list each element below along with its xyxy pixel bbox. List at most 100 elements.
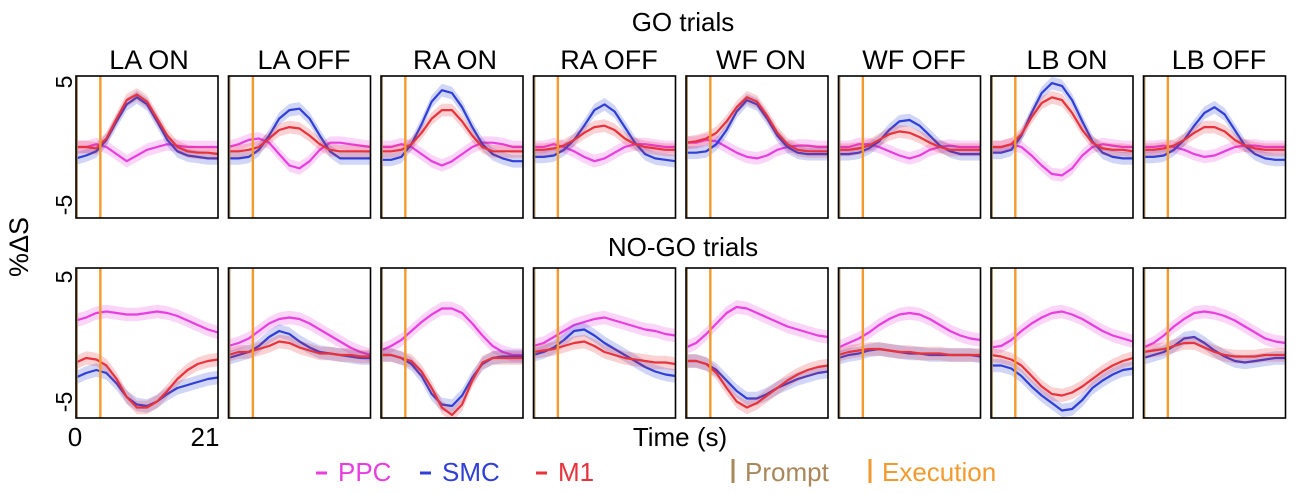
panel-nogo-5 — [837, 267, 982, 419]
legend: PPC SMC M1 Prompt Execution — [316, 457, 996, 487]
panel-go-7 — [1142, 75, 1287, 219]
panel-title: LA OFF — [257, 45, 350, 75]
panel-plot-area — [533, 310, 676, 383]
panel-plot-area — [228, 310, 371, 365]
panel-frame — [1142, 75, 1287, 219]
series-band-smc — [228, 102, 371, 165]
series-band-ppc — [838, 306, 981, 355]
y-axis-label: %ΔS — [4, 217, 34, 277]
series-band-ppc — [686, 133, 828, 165]
series-band-m1 — [991, 90, 1133, 158]
panel-go-5 — [837, 75, 982, 219]
panel-frame — [685, 267, 829, 419]
panel-title: RA ON — [413, 45, 497, 75]
series-band-m1 — [228, 334, 371, 364]
panel-frame — [990, 75, 1134, 219]
series-band-smc — [686, 354, 828, 406]
panel-plot-area — [381, 83, 523, 172]
panel-nogo-3 — [532, 267, 677, 419]
panel-title: RA OFF — [560, 45, 658, 75]
panel-frame — [837, 267, 982, 419]
series-band-smc — [76, 363, 218, 413]
legend-label-smc: SMC — [442, 457, 500, 487]
legend-label-prompt: Prompt — [745, 457, 830, 487]
legend-label-execution: Execution — [882, 457, 996, 487]
panel-frame — [990, 267, 1134, 419]
panel-frame — [685, 75, 829, 219]
panel-plot-area — [76, 304, 218, 415]
x-tick-label: 0 — [68, 422, 82, 452]
panel-title: LB ON — [1026, 45, 1107, 75]
panel-title: WF OFF — [862, 45, 965, 75]
series-band-ppc — [991, 137, 1133, 182]
legend-label-ppc: PPC — [338, 457, 391, 487]
series-band-ppc — [76, 304, 218, 340]
series-band-smc — [381, 83, 523, 168]
series-band-smc — [991, 358, 1133, 418]
panel-go-2 — [380, 75, 524, 219]
series-band-smc — [533, 98, 676, 168]
panel-plot-area — [1143, 100, 1286, 167]
panel-plot-area — [1143, 304, 1286, 370]
panel-frame — [1142, 267, 1287, 419]
panel-title: WF ON — [716, 45, 806, 75]
panel-nogo-2 — [380, 267, 524, 419]
panel-go-3 — [532, 75, 677, 219]
series-band-m1 — [686, 354, 828, 415]
panel-go-0 — [75, 75, 219, 219]
panel-frame — [837, 75, 982, 219]
panel-plot-area — [686, 300, 828, 415]
series-band-m1 — [381, 103, 523, 158]
panel-go-4 — [685, 75, 829, 219]
panel-plot-area — [686, 90, 828, 165]
panel-frame — [75, 75, 219, 219]
series-band-smc — [991, 76, 1133, 165]
series-band-m1 — [686, 90, 828, 158]
y-tick-label: -5 — [51, 392, 77, 412]
panel-plot-area — [228, 102, 371, 175]
panel-frame — [380, 267, 524, 419]
series-band-ppc — [686, 300, 828, 355]
series-band-smc — [686, 93, 828, 161]
y-tick-label: 5 — [51, 271, 77, 284]
panel-plot-area — [838, 306, 981, 365]
panel-nogo-1 — [227, 267, 372, 419]
panel-nogo-4 — [685, 267, 829, 419]
panel-title: LB OFF — [1172, 45, 1267, 75]
panel-go-1 — [227, 75, 372, 219]
series-band-m1 — [76, 351, 218, 415]
series-band-smc — [533, 322, 676, 383]
series-band-m1 — [991, 348, 1133, 403]
panel-plot-area — [533, 98, 676, 168]
panel-nogo-0 — [75, 267, 219, 419]
panel-plot-area — [76, 88, 218, 168]
series-band-ppc — [381, 301, 523, 362]
series-band-m1 — [533, 119, 676, 157]
panel-titles: LA ON LA OFF RA ON RA OFF WF ON WF OFF L… — [109, 45, 1266, 75]
series-band-ppc — [228, 310, 371, 362]
series-band-smc — [381, 348, 523, 413]
panel-go-6 — [990, 75, 1134, 219]
series-band-ppc — [1143, 304, 1286, 355]
panel-title: LA ON — [109, 45, 189, 75]
legend-label-m1: M1 — [558, 457, 594, 487]
x-axis-label: Time (s) — [633, 422, 727, 452]
series-band-ppc — [381, 136, 523, 172]
panels — [75, 75, 1287, 419]
panel-frame — [532, 75, 677, 219]
panel-plot-area — [838, 113, 981, 165]
panel-frame — [227, 75, 372, 219]
panel-frame — [532, 267, 677, 419]
x-tick-label: 21 — [191, 422, 220, 452]
series-band-ppc — [991, 304, 1133, 355]
row-title-go: GO trials — [632, 7, 735, 37]
panel-frame — [75, 267, 219, 419]
panel-plot-area — [991, 304, 1133, 418]
panel-frame — [227, 267, 372, 419]
row-title-nogo: NO-GO trials — [608, 232, 758, 262]
series-band-m1 — [228, 120, 371, 158]
panel-plot-area — [991, 76, 1133, 182]
series-band-ppc — [533, 310, 676, 353]
y-tick-label: -5 — [51, 195, 77, 215]
